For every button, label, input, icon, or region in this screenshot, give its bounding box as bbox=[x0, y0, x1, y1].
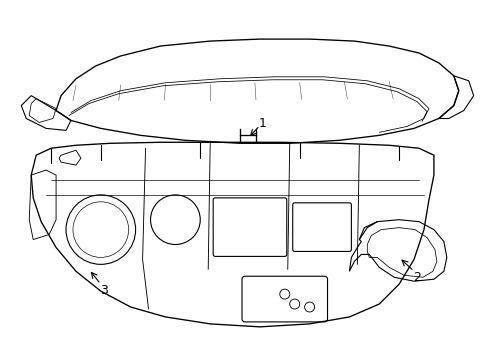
Text: 3: 3 bbox=[100, 284, 107, 297]
Text: 2: 2 bbox=[412, 271, 420, 284]
Text: 1: 1 bbox=[259, 117, 266, 130]
